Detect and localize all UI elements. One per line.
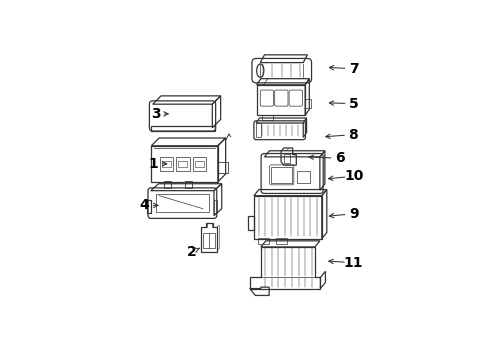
- Text: 11: 11: [343, 256, 363, 270]
- Bar: [156, 194, 209, 212]
- Bar: [178, 161, 187, 167]
- Text: 1: 1: [148, 157, 158, 171]
- Text: 10: 10: [344, 169, 364, 183]
- Bar: [164, 181, 171, 188]
- Bar: [254, 196, 322, 239]
- Bar: [195, 161, 204, 167]
- Bar: [256, 123, 261, 138]
- Bar: [151, 146, 218, 182]
- Text: 2: 2: [187, 245, 196, 258]
- Bar: [176, 157, 190, 171]
- Bar: [271, 167, 292, 183]
- Text: 4: 4: [140, 198, 149, 212]
- Bar: [258, 238, 269, 244]
- Bar: [162, 161, 171, 167]
- Bar: [297, 171, 311, 183]
- Bar: [257, 85, 305, 115]
- Bar: [203, 233, 215, 248]
- Text: 8: 8: [348, 128, 358, 142]
- Bar: [276, 238, 287, 244]
- Text: 9: 9: [349, 207, 359, 221]
- Text: 3: 3: [151, 107, 160, 121]
- Bar: [185, 181, 192, 188]
- Text: 7: 7: [349, 62, 359, 76]
- Bar: [193, 157, 206, 171]
- Bar: [284, 154, 291, 163]
- Text: 5: 5: [349, 96, 359, 111]
- Bar: [160, 157, 173, 171]
- Text: 6: 6: [335, 151, 344, 165]
